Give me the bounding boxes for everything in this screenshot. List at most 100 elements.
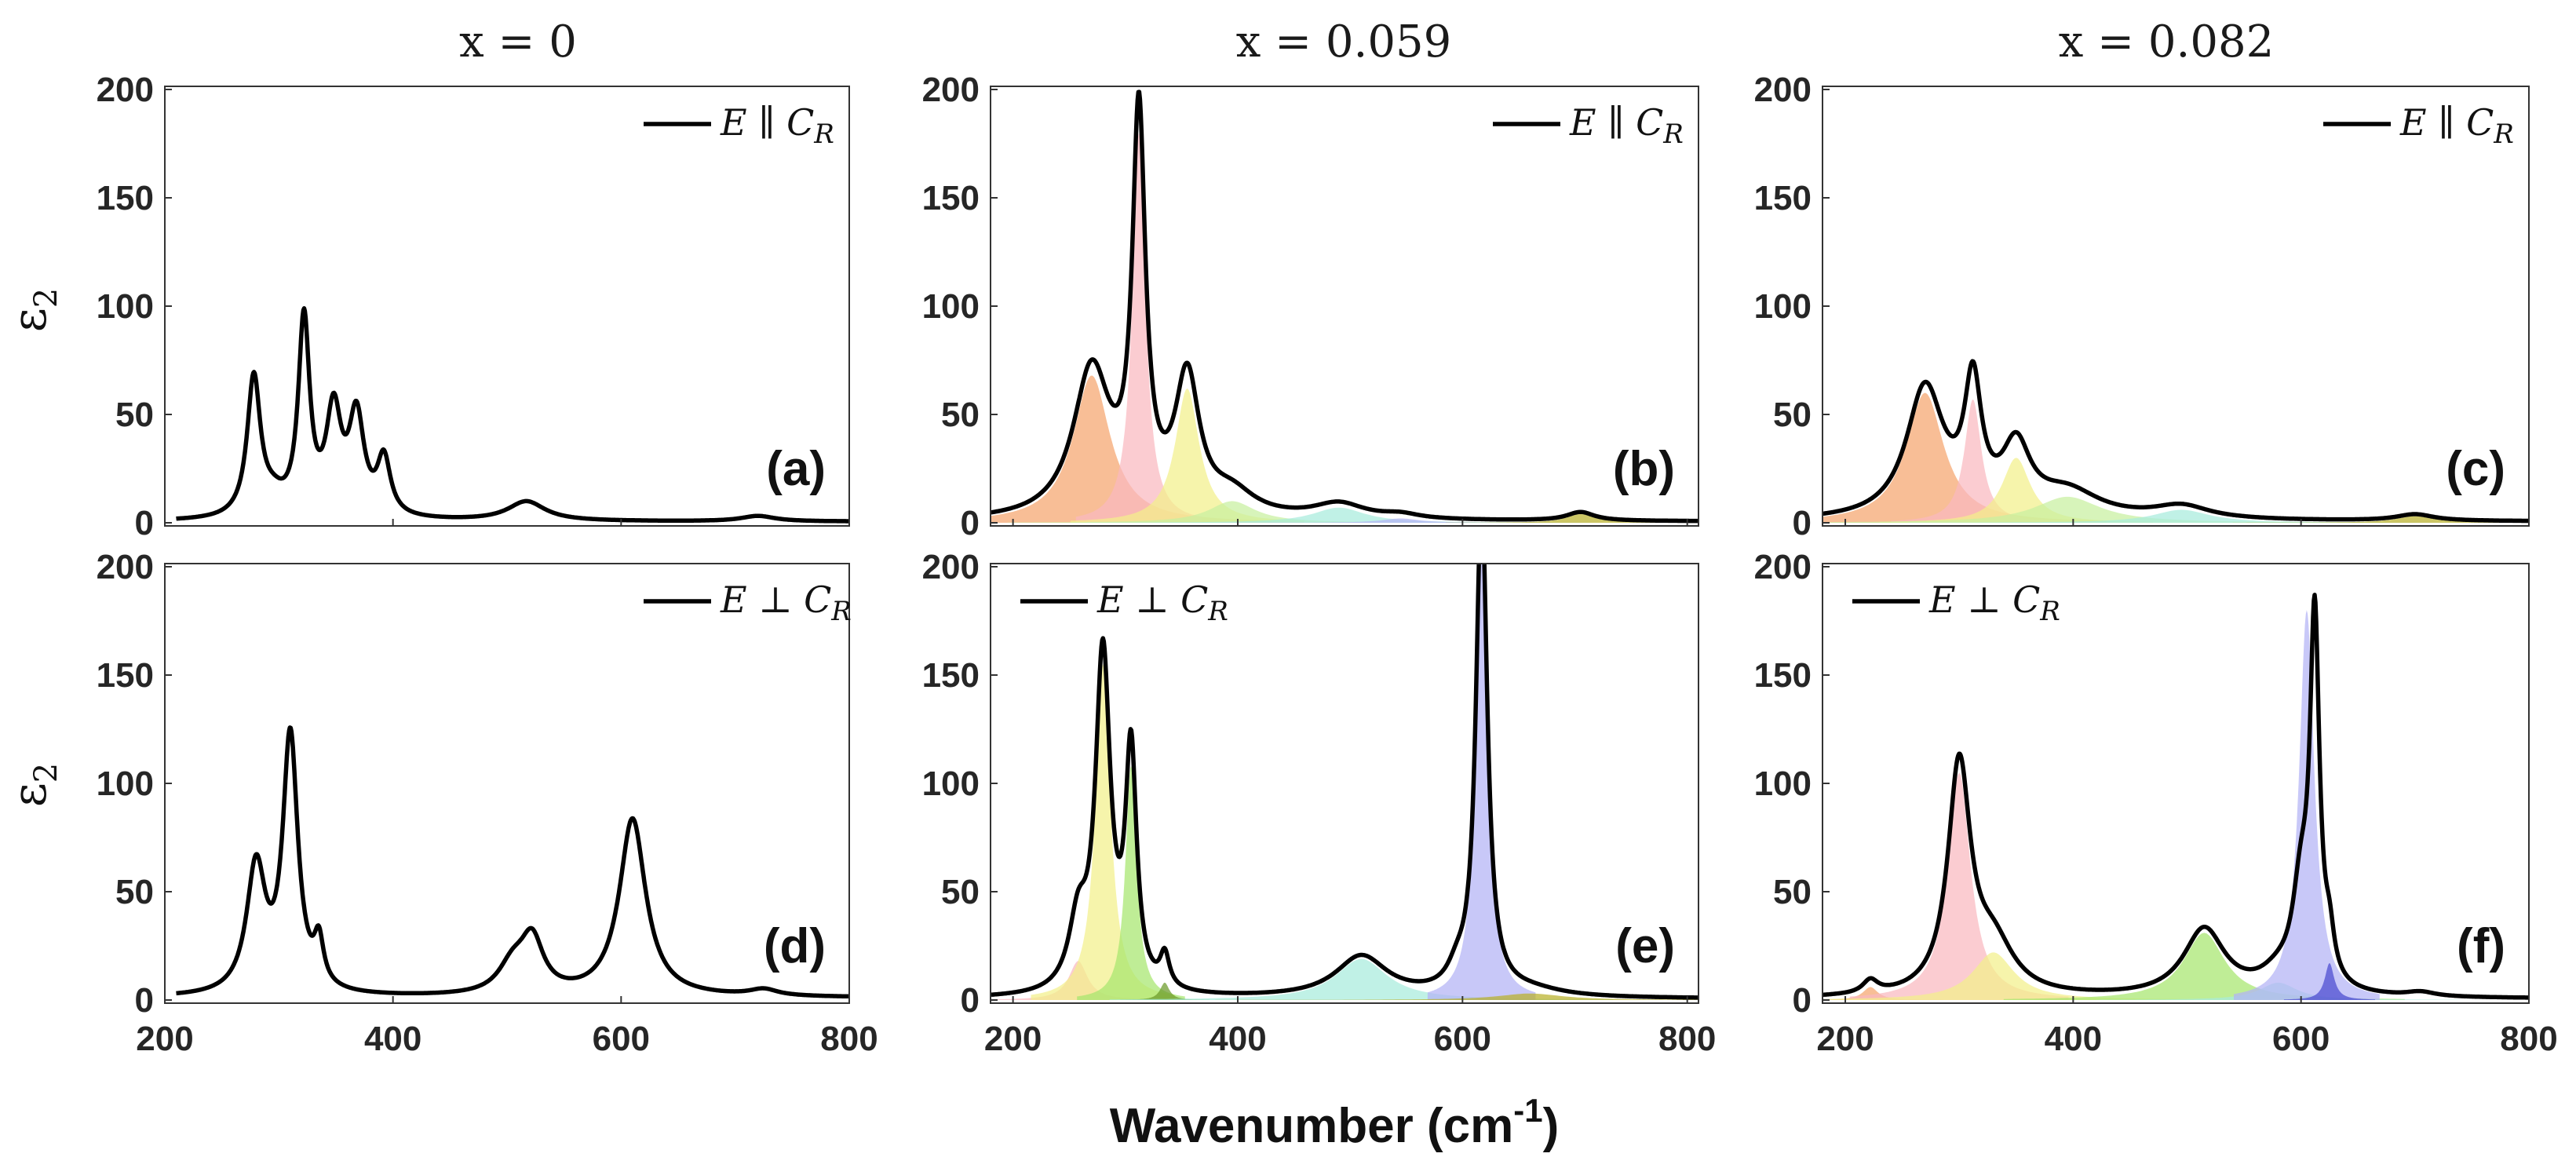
y-tick-label: 200 <box>97 548 154 586</box>
panel-label: (d) <box>764 919 826 973</box>
axes-frame <box>164 563 850 1004</box>
fit-components <box>991 564 1698 1000</box>
legend-sub: R <box>830 596 852 627</box>
component-band-1 <box>1075 133 1202 523</box>
y-tick-label: 100 <box>922 765 980 803</box>
column-title-3: x = 0.082 <box>2059 16 2274 68</box>
panel-b: 0 50 100 150 200 E ∥ CR (b) <box>922 71 1699 542</box>
component-band-3 <box>1823 496 2387 523</box>
y-tick-label: 150 <box>922 656 980 695</box>
component-band-1 <box>1891 399 2056 523</box>
panel-d: 0 50 100 150 200 200 400 600 800 E ⊥ CR (d) <box>97 548 878 1058</box>
component-band-4 <box>1109 958 1614 1000</box>
legend-main: E ∥ C <box>2399 101 2494 144</box>
y-tick-label: 150 <box>97 656 154 695</box>
panel-e: 0 50 100 150 200 200 400 600 800 E ⊥ CR (e) <box>922 548 1717 1058</box>
y-axis-label-top: ε2 <box>2 288 64 333</box>
y-axis-label-bottom: ε2 <box>2 763 64 808</box>
component-band-6 <box>2283 963 2375 1000</box>
y-tick-label: 200 <box>922 548 980 586</box>
y-tick-label: 50 <box>115 396 154 434</box>
svg-text:ε2: ε2 <box>2 288 64 333</box>
legend-sub: R <box>1207 596 1228 627</box>
component-band-5 <box>2232 516 2529 523</box>
y-tick-label: 150 <box>922 179 980 217</box>
panel-f: 0 50 100 150 200 200 400 600 800 E ⊥ CR (f) <box>1754 548 2558 1058</box>
fit-components <box>991 133 1698 523</box>
y-tick-label: 0 <box>135 981 154 1020</box>
y-tick-label: 50 <box>1773 396 1812 434</box>
y-tick-label: 100 <box>922 287 980 326</box>
y-tick-label: 100 <box>97 287 154 326</box>
y-tick-label: 50 <box>941 396 980 434</box>
x-axis-label: Wavenumber (cm-1) <box>1110 1092 1560 1153</box>
x-tick-label: 200 <box>984 1020 1042 1058</box>
legend-sub: R <box>813 119 834 150</box>
panel-label: (c) <box>2446 442 2505 496</box>
y-tick-label: 50 <box>941 873 980 911</box>
legend-label: E ∥ CR <box>2399 101 2514 150</box>
y-tick-label: 150 <box>1754 179 1812 217</box>
ylabel-sub: 2 <box>28 288 64 308</box>
ylabel-sub: 2 <box>28 763 64 783</box>
panel-label: (e) <box>1615 919 1675 973</box>
y-tick-label: 0 <box>1793 981 1812 1020</box>
component-band-6 <box>1215 993 1698 1000</box>
component-band-0 <box>991 375 1272 523</box>
component-band-3 <box>2003 933 2405 1000</box>
x-tick-label: 800 <box>2500 1020 2557 1058</box>
legend-main: E ∥ C <box>720 101 814 144</box>
ylabel-main: ε <box>2 783 57 807</box>
component-band-2 <box>1070 388 1304 523</box>
xlabel-close: ) <box>1543 1099 1560 1153</box>
y-tick-label: 0 <box>961 981 980 1020</box>
axes-frame <box>1822 563 2530 1004</box>
y-tick-label: 200 <box>1754 71 1812 109</box>
spectrum-line <box>991 89 1698 524</box>
legend-label: E ∥ CR <box>720 101 834 150</box>
x-tick-label: 600 <box>593 1020 650 1058</box>
column-title-1: x = 0 <box>459 16 577 68</box>
panel-c: 0 50 100 150 200 E ∥ CR (c) <box>1754 71 2530 542</box>
component-band-1 <box>1849 772 2069 1000</box>
legend-main: E ∥ C <box>1569 101 1663 144</box>
fit-components <box>1823 610 2461 1000</box>
ylabel-main: ε <box>2 308 57 332</box>
y-tick-label: 150 <box>97 179 154 217</box>
column-title-2: x = 0.059 <box>1236 16 1451 68</box>
y-tick-label: 100 <box>97 765 154 803</box>
fit-components <box>1823 392 2529 523</box>
panel-label: (f) <box>2457 919 2505 973</box>
legend-sub: R <box>1662 119 1684 150</box>
x-tick-label: 400 <box>2045 1020 2102 1058</box>
component-band-2 <box>1823 952 2195 1000</box>
component-band-4 <box>1087 507 1591 523</box>
xlabel-main: Wavenumber (cm <box>1110 1099 1514 1153</box>
component-band-1 <box>1031 664 1175 1000</box>
svg-text:ε2: ε2 <box>2 763 64 808</box>
legend-main: E ⊥ C <box>1096 579 1208 621</box>
column-titles: x = 0 x = 0.059 x = 0.082 <box>459 16 2274 68</box>
legend-sub: R <box>2493 119 2514 150</box>
y-tick-label: 200 <box>922 71 980 109</box>
legend-main: E ⊥ C <box>720 579 831 621</box>
panel-label: (a) <box>766 442 826 496</box>
x-tick-label: 400 <box>1209 1020 1266 1058</box>
x-tick-label: 800 <box>820 1020 878 1058</box>
y-tick-label: 100 <box>1754 287 1812 326</box>
xlabel-sup: -1 <box>1513 1092 1542 1129</box>
x-tick-label: 200 <box>1816 1020 1874 1058</box>
x-tick-label: 600 <box>1434 1020 1491 1058</box>
y-tick-label: 0 <box>961 504 980 542</box>
y-tick-label: 50 <box>1773 873 1812 911</box>
component-band-3 <box>1119 982 1210 1000</box>
y-tick-label: 200 <box>1754 548 1812 586</box>
component-band-0 <box>1823 392 2107 523</box>
legend-sub: R <box>2039 596 2060 627</box>
component-band-2 <box>1077 765 1185 1000</box>
legend-label: E ⊥ CR <box>720 579 852 627</box>
y-tick-label: 200 <box>97 71 154 109</box>
spectrum-line <box>174 306 849 524</box>
